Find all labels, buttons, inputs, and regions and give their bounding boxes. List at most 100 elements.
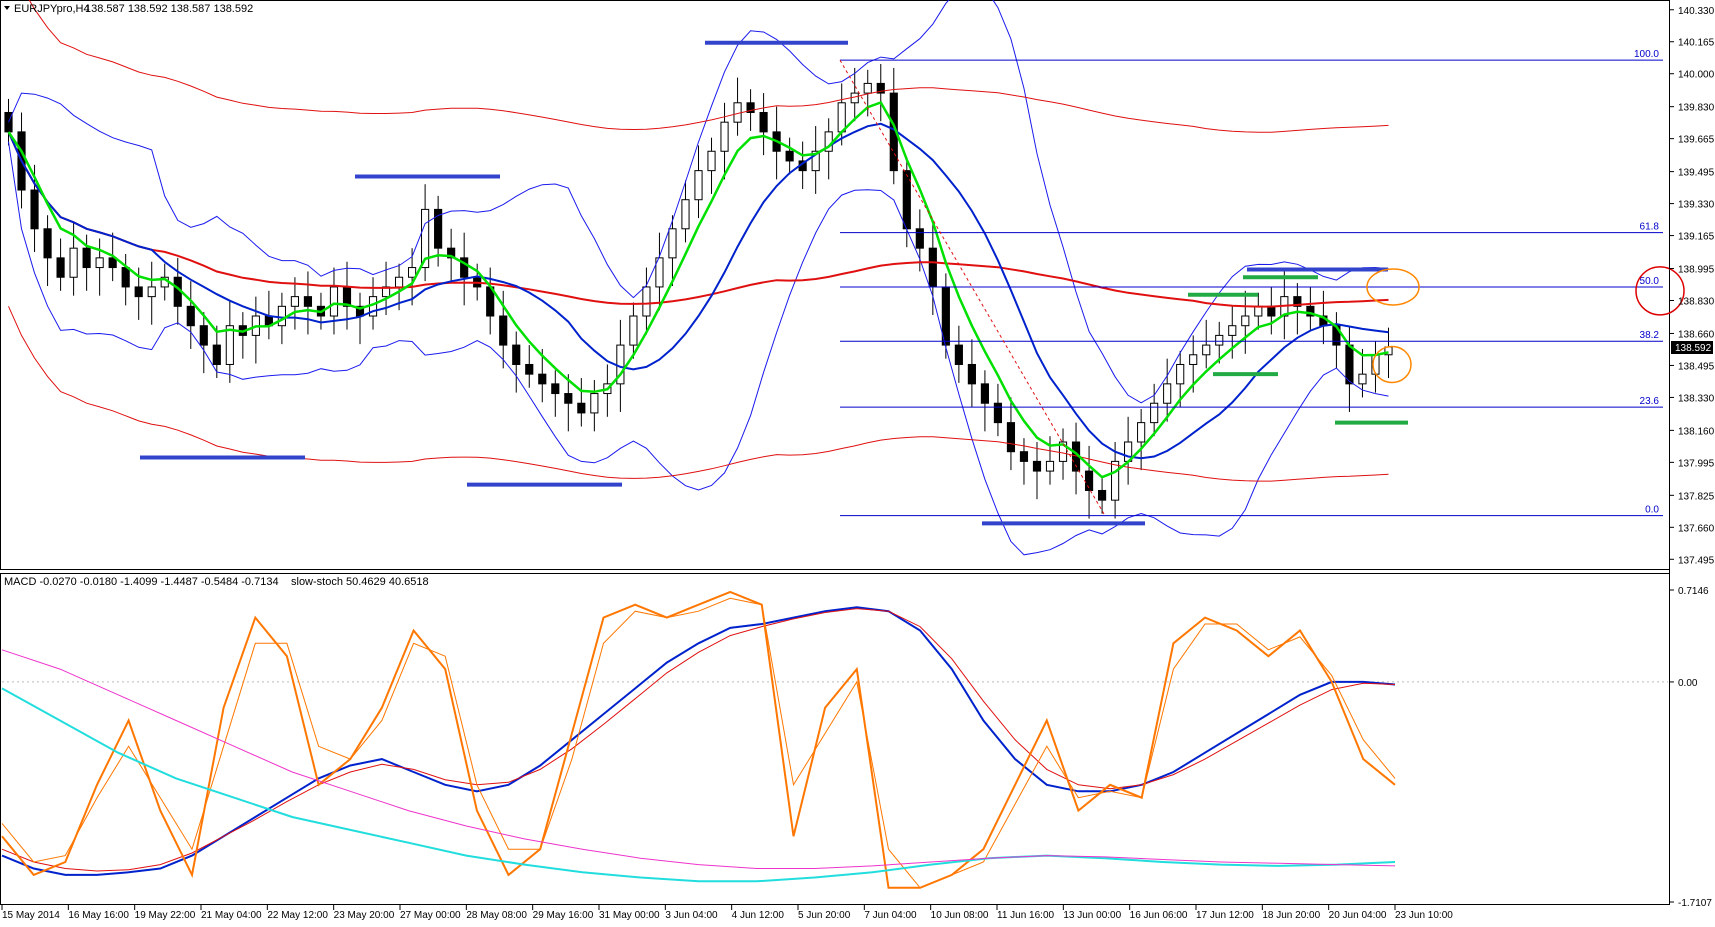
- bear-candle: [538, 373, 547, 385]
- time-tick-label: 16 Jun 06:00: [1130, 910, 1188, 921]
- bull-candle: [629, 315, 638, 346]
- price-plot-area: 100.0 61.8 50.0 38.2 23.6 0.0: [4, 0, 1685, 556]
- bear-candle: [447, 247, 456, 259]
- bull-candle: [329, 286, 339, 317]
- price-tick-label: 138.830: [1678, 297, 1715, 308]
- time-tick-label: 4 Jun 12:00: [732, 910, 785, 921]
- macd-main-line: [1, 606, 1396, 876]
- time-tick-label: 31 May 00:00: [599, 910, 660, 921]
- fibonacci-level-label: 100.0: [1634, 49, 1659, 60]
- bollinger-upper-band: [8, 0, 1389, 404]
- time-tick-label: 3 Jun 04:00: [665, 910, 718, 921]
- bear-candle: [980, 383, 989, 404]
- bear-candle: [1019, 451, 1029, 462]
- bull-candle: [1111, 460, 1120, 501]
- bear-candle: [1006, 422, 1016, 453]
- time-tick-label: 20 Jun 04:00: [1329, 910, 1387, 921]
- price-tick-label: 138.660: [1678, 329, 1715, 340]
- price-tick-label: 139.165: [1678, 232, 1715, 243]
- time-tick-label: 22 May 12:00: [267, 910, 328, 921]
- bull-candle: [1058, 441, 1068, 462]
- indicator-pane-frame: [0, 573, 1670, 905]
- bull-candle: [225, 325, 234, 365]
- time-tick-label: 11 Jun 16:00: [997, 910, 1055, 921]
- time-tick-label: 10 Jun 08:00: [931, 910, 989, 921]
- bear-candle: [1306, 305, 1315, 317]
- fibonacci-trend-line: [839, 59, 1106, 516]
- bull-candle: [1215, 334, 1224, 346]
- annotation-orange-ellipse: [1366, 268, 1420, 306]
- indicator-tick-label: 0.00: [1678, 678, 1698, 689]
- bull-candle: [421, 208, 430, 269]
- indicator-tick-label: -1.7107: [1678, 898, 1712, 909]
- price-tick-label: 138.160: [1678, 426, 1715, 437]
- time-tick-label: 7 Jun 04:00: [864, 910, 917, 921]
- bull-candle: [394, 276, 404, 288]
- bollinger-lower-band: [8, 141, 1389, 556]
- bull-candle: [1189, 354, 1198, 365]
- bear-candle: [199, 325, 208, 346]
- bear-candle: [1345, 344, 1354, 385]
- bear-candle: [759, 111, 768, 133]
- bear-candle: [82, 247, 91, 269]
- bull-candle: [408, 267, 417, 278]
- price-tick-label: 139.665: [1678, 135, 1715, 146]
- envelope-lower-line: [8, 306, 1389, 482]
- bull-candle: [1254, 305, 1263, 317]
- bear-candle: [915, 228, 924, 249]
- price-tick-label: 140.330: [1678, 6, 1715, 17]
- collapse-triangle-icon[interactable]: [4, 6, 10, 10]
- time-tick-label: 17 Jun 12:00: [1196, 910, 1254, 921]
- bull-candle: [1176, 363, 1185, 385]
- bear-candle: [967, 363, 976, 385]
- bear-candle: [1293, 296, 1302, 307]
- bull-candle: [1241, 315, 1250, 327]
- bear-candle: [460, 257, 469, 278]
- bear-candle: [434, 208, 443, 249]
- price-tick-label: 138.495: [1678, 361, 1715, 372]
- indicator-plot-area: [1, 590, 1668, 889]
- bull-candle: [655, 257, 664, 288]
- bear-candle: [928, 247, 937, 288]
- symbol-title: EURJPYpro,H4: [14, 3, 90, 15]
- bull-candle: [681, 199, 690, 230]
- bear-candle: [577, 402, 586, 414]
- time-tick-label: 21 May 04:00: [201, 910, 262, 921]
- bull-candle: [694, 170, 703, 201]
- bull-candle: [720, 121, 729, 152]
- bull-candle: [1358, 373, 1367, 385]
- price-tick-label: 140.165: [1678, 38, 1715, 49]
- bear-candle: [746, 102, 755, 113]
- bull-candle: [642, 286, 651, 317]
- fibonacci-level-label: 61.8: [1640, 222, 1660, 233]
- bear-candle: [551, 383, 560, 395]
- time-tick-label: 16 May 16:00: [68, 910, 129, 921]
- bear-candle: [121, 267, 130, 288]
- bear-candle: [512, 344, 521, 365]
- stoch-main-line: [1, 590, 1396, 889]
- bull-candle: [863, 82, 872, 94]
- current-price-tag: [1671, 341, 1713, 354]
- bear-candle: [525, 363, 534, 375]
- bear-candle: [954, 344, 963, 365]
- bear-candle: [902, 170, 911, 230]
- bull-candle: [1202, 344, 1211, 356]
- price-tick-label: 138.995: [1678, 265, 1715, 276]
- bull-candle: [69, 247, 78, 278]
- macd-signal-line: [1, 608, 1396, 872]
- bull-candle: [837, 102, 846, 133]
- price-tick-label: 140.000: [1678, 70, 1715, 81]
- time-tick-label: 28 May 08:00: [466, 910, 527, 921]
- price-tick-label: 139.830: [1678, 103, 1715, 114]
- price-tick-label: 139.495: [1678, 168, 1715, 179]
- annotation-orange-ellipse: [1372, 345, 1412, 384]
- time-tick-label: 13 Jun 00:00: [1063, 910, 1121, 921]
- envelope-upper-line: [28, 0, 1389, 133]
- stoch-header-label: slow-stoch 50.4629 40.6518: [291, 576, 429, 588]
- bear-candle: [1084, 470, 1094, 491]
- price-tick-label: 137.825: [1678, 491, 1715, 502]
- price-axis: 140.330 140.165 140.000 139.830 139.665 139.4…: [1669, 6, 1715, 909]
- bear-candle: [993, 402, 1003, 424]
